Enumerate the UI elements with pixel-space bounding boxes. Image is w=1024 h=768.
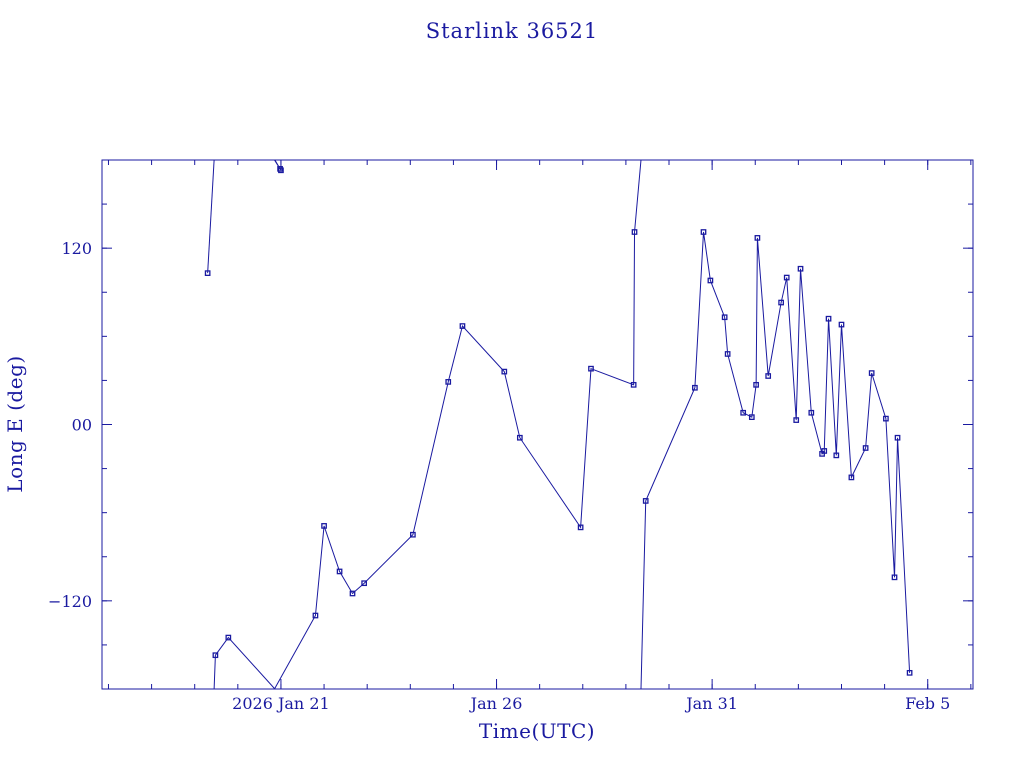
data-point: [312, 612, 319, 619]
data-point: [894, 434, 901, 441]
data-point: [445, 379, 452, 385]
data-point: [277, 165, 283, 172]
series-line-segment: [274, 160, 282, 171]
data-point: [577, 524, 584, 531]
series-line-segment: [213, 636, 276, 689]
data-point: [225, 634, 232, 641]
data-point: [349, 590, 356, 597]
data-point: [783, 274, 790, 281]
data-point: [778, 299, 784, 306]
data-point: [724, 351, 731, 357]
data-point: [754, 235, 761, 241]
data-point: [833, 452, 840, 459]
data-point: [868, 370, 875, 376]
x-axis-minor-ticks: [107, 160, 972, 689]
x-axis-major-ticks: [280, 160, 929, 689]
data-point: [753, 381, 759, 388]
data-point: [721, 314, 728, 321]
x-tick-label: Jan 26: [469, 694, 523, 713]
data-point: [838, 321, 845, 328]
series-line-segment: [640, 231, 911, 689]
chart-title: Starlink 36521: [426, 19, 599, 43]
y-axis-tick-labels: −120 00 120: [48, 239, 92, 611]
data-point: [906, 669, 913, 676]
data-point: [212, 652, 219, 659]
data-point: [707, 277, 714, 284]
series-line-segment: [274, 160, 642, 689]
x-tick-label: Feb 5: [905, 694, 950, 713]
data-point: [361, 580, 368, 587]
x-tick-label: Jan 31: [684, 694, 738, 713]
data-point: [501, 368, 508, 375]
data-point: [630, 381, 637, 388]
data-point: [516, 434, 523, 441]
data-point: [692, 384, 698, 391]
plot-frame: [101, 159, 974, 690]
data-point: [642, 498, 649, 504]
x-axis-tick-labels: 2026 Jan 21 Jan 26 Jan 31 Feb 5: [232, 694, 950, 713]
data-point: [748, 414, 755, 421]
data-point: [740, 409, 747, 416]
data-point: [891, 574, 898, 581]
data-point: [631, 229, 638, 235]
x-tick-label: 2026 Jan 21: [232, 694, 330, 713]
series-line-segment: [207, 160, 215, 274]
y-axis-minor-ticks: [102, 203, 973, 646]
data-point: [588, 365, 594, 372]
x-axis-label: Time(UTC): [479, 719, 595, 743]
data-point: [459, 323, 466, 329]
data-point: [410, 531, 416, 538]
data-point: [336, 568, 343, 575]
y-tick-label: −120: [48, 592, 92, 611]
data-point: [848, 474, 855, 481]
data-point: [825, 315, 832, 322]
series-longitude: [207, 160, 911, 689]
data-point: [700, 229, 707, 235]
y-tick-label: 120: [61, 239, 92, 258]
data-point: [765, 373, 772, 379]
data-point: [278, 167, 284, 174]
data-point: [204, 270, 211, 276]
data-point: [821, 448, 828, 454]
data-point: [862, 445, 869, 451]
y-tick-label: 00: [72, 416, 92, 435]
data-point: [321, 523, 327, 529]
data-point: [797, 265, 804, 272]
y-axis-label: Long E (deg): [3, 355, 27, 492]
series-markers: [204, 165, 913, 676]
data-point: [808, 409, 815, 416]
y-axis-major-ticks: [102, 247, 973, 602]
data-point: [793, 417, 800, 423]
data-point: [883, 415, 889, 422]
